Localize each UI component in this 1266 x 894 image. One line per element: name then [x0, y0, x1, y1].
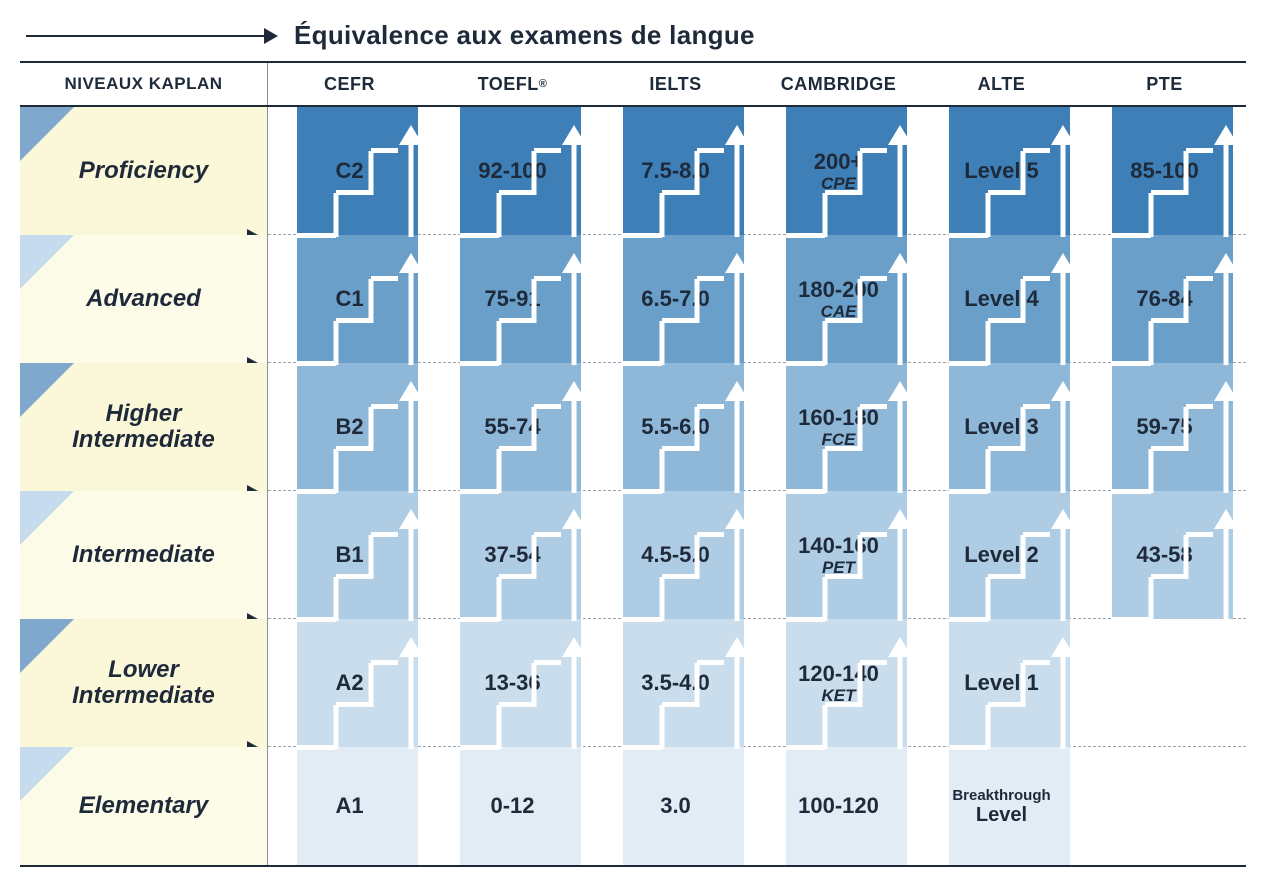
cell-value: 180-200CAE — [798, 278, 879, 321]
row-arrow-icon — [26, 491, 252, 492]
level-label: Advanced — [20, 235, 267, 363]
cell-value: 7.5-8.0 — [641, 159, 710, 182]
data-cell: 55-74 — [431, 363, 594, 491]
cell-value: Level 3 — [964, 415, 1039, 438]
data-cell: BreakthroughLevel — [920, 747, 1083, 865]
cell-value: 200+CPE — [814, 150, 864, 193]
level-label: Elementary — [20, 747, 267, 865]
title-arrow-icon — [26, 35, 276, 37]
row-arrow-icon — [26, 747, 252, 748]
cell-value: B2 — [335, 415, 363, 438]
data-cell: 85-100 — [1083, 107, 1246, 235]
level-label-cell: Elementary — [20, 747, 268, 865]
cell-value: 92-100 — [478, 159, 547, 182]
data-cell: Level 2 — [920, 491, 1083, 619]
equivalence-chart: Équivalence aux examens de langue NIVEAU… — [20, 20, 1246, 867]
equivalence-table: NIVEAUX KAPLAN CEFRTOEFL®IELTSCAMBRIDGEA… — [20, 61, 1246, 867]
data-cell: 180-200CAE — [757, 235, 920, 363]
data-cell: C1 — [268, 235, 431, 363]
cell-value: Level 5 — [964, 159, 1039, 182]
cell-value: 85-100 — [1130, 159, 1199, 182]
data-cell: B2 — [268, 363, 431, 491]
cell-value: Level 4 — [964, 287, 1039, 310]
data-cell: 76-84 — [1083, 235, 1246, 363]
level-row-advanced: Advanced C1 75-91 6.5-7.0 180-200CAE Level 4 7… — [20, 235, 1246, 363]
cell-value: 160-180FCE — [798, 406, 879, 449]
level-label-cell: Intermediate — [20, 491, 268, 619]
level-label-cell: Proficiency — [20, 107, 268, 235]
cell-value: 140-160PET — [798, 534, 879, 577]
level-row-higher-intermediate: HigherIntermediate B2 55-74 5.5-6.0 160-180F… — [20, 363, 1246, 491]
level-row-elementary: Elementary A1 0-12 3.0 100-120 BreakthroughLe… — [20, 747, 1246, 865]
level-row-lower-intermediate: LowerIntermediate A2 13-36 3.5-4.0 120-140KE… — [20, 619, 1246, 747]
cell-value: BreakthroughLevel — [952, 786, 1050, 827]
col-header-pte: PTE — [1083, 63, 1246, 105]
data-cell: 160-180FCE — [757, 363, 920, 491]
level-label-cell: HigherIntermediate — [20, 363, 268, 491]
cell-value: 120-140KET — [798, 662, 879, 705]
level-label: Proficiency — [20, 107, 267, 235]
data-cell: 13-36 — [431, 619, 594, 747]
data-cell: 4.5-5.0 — [594, 491, 757, 619]
cell-value: 4.5-5.0 — [641, 543, 710, 566]
data-cell: A1 — [268, 747, 431, 865]
data-cell: Level 1 — [920, 619, 1083, 747]
cell-value: 6.5-7.0 — [641, 287, 710, 310]
data-cell: 7.5-8.0 — [594, 107, 757, 235]
data-cell: 59-75 — [1083, 363, 1246, 491]
data-cell: A2 — [268, 619, 431, 747]
col-header-toefl: TOEFL® — [431, 63, 594, 105]
col-header-cefr: CEFR — [268, 63, 431, 105]
cell-value: A1 — [335, 794, 363, 817]
row-arrow-icon — [26, 235, 252, 236]
col-header-alte: ALTE — [920, 63, 1083, 105]
data-cell: C2 — [268, 107, 431, 235]
level-row-proficiency: Proficiency C2 92-100 7.5-8.0 200+CPE Level 5… — [20, 107, 1246, 235]
data-cell: 37-54 — [431, 491, 594, 619]
cell-value: C2 — [335, 159, 363, 182]
data-cell: 0-12 — [431, 747, 594, 865]
level-label: Intermediate — [20, 491, 267, 619]
level-label-cell: Advanced — [20, 235, 268, 363]
data-cell: Level 5 — [920, 107, 1083, 235]
data-cell: 100-120 — [757, 747, 920, 865]
header-row: NIVEAUX KAPLAN CEFRTOEFL®IELTSCAMBRIDGEA… — [20, 63, 1246, 107]
data-cell: 140-160PET — [757, 491, 920, 619]
data-cell: 43-58 — [1083, 491, 1246, 619]
data-cell: 120-140KET — [757, 619, 920, 747]
level-label-cell: LowerIntermediate — [20, 619, 268, 747]
cell-value: 5.5-6.0 — [641, 415, 710, 438]
data-cell: 3.5-4.0 — [594, 619, 757, 747]
cell-value: 100-120 — [798, 794, 879, 817]
level-row-intermediate: Intermediate B1 37-54 4.5-5.0 140-160PET Leve… — [20, 491, 1246, 619]
data-cell: 5.5-6.0 — [594, 363, 757, 491]
data-cell: 3.0 — [594, 747, 757, 865]
chart-title: Équivalence aux examens de langue — [294, 20, 755, 51]
cell-value: 3.5-4.0 — [641, 671, 710, 694]
data-cell — [1083, 747, 1246, 865]
row-arrow-icon — [26, 363, 252, 364]
data-cell: 200+CPE — [757, 107, 920, 235]
cell-value: Level 1 — [964, 671, 1039, 694]
data-cell: 92-100 — [431, 107, 594, 235]
cell-value: B1 — [335, 543, 363, 566]
data-cell: 75-91 — [431, 235, 594, 363]
cell-value: A2 — [335, 671, 363, 694]
row-arrow-icon — [26, 619, 252, 620]
data-cell: Level 3 — [920, 363, 1083, 491]
title-row: Équivalence aux examens de langue — [20, 20, 1246, 51]
cell-value: 3.0 — [660, 794, 691, 817]
cell-value: C1 — [335, 287, 363, 310]
row-header-label: NIVEAUX KAPLAN — [20, 63, 268, 105]
data-cell: Level 4 — [920, 235, 1083, 363]
level-label: HigherIntermediate — [20, 363, 267, 491]
data-cell: 6.5-7.0 — [594, 235, 757, 363]
level-label: LowerIntermediate — [20, 619, 267, 747]
data-cell — [1083, 619, 1246, 747]
cell-value: 0-12 — [490, 794, 534, 817]
col-header-cambridge: CAMBRIDGE — [757, 63, 920, 105]
col-header-ielts: IELTS — [594, 63, 757, 105]
data-cell: B1 — [268, 491, 431, 619]
cell-value: Level 2 — [964, 543, 1039, 566]
